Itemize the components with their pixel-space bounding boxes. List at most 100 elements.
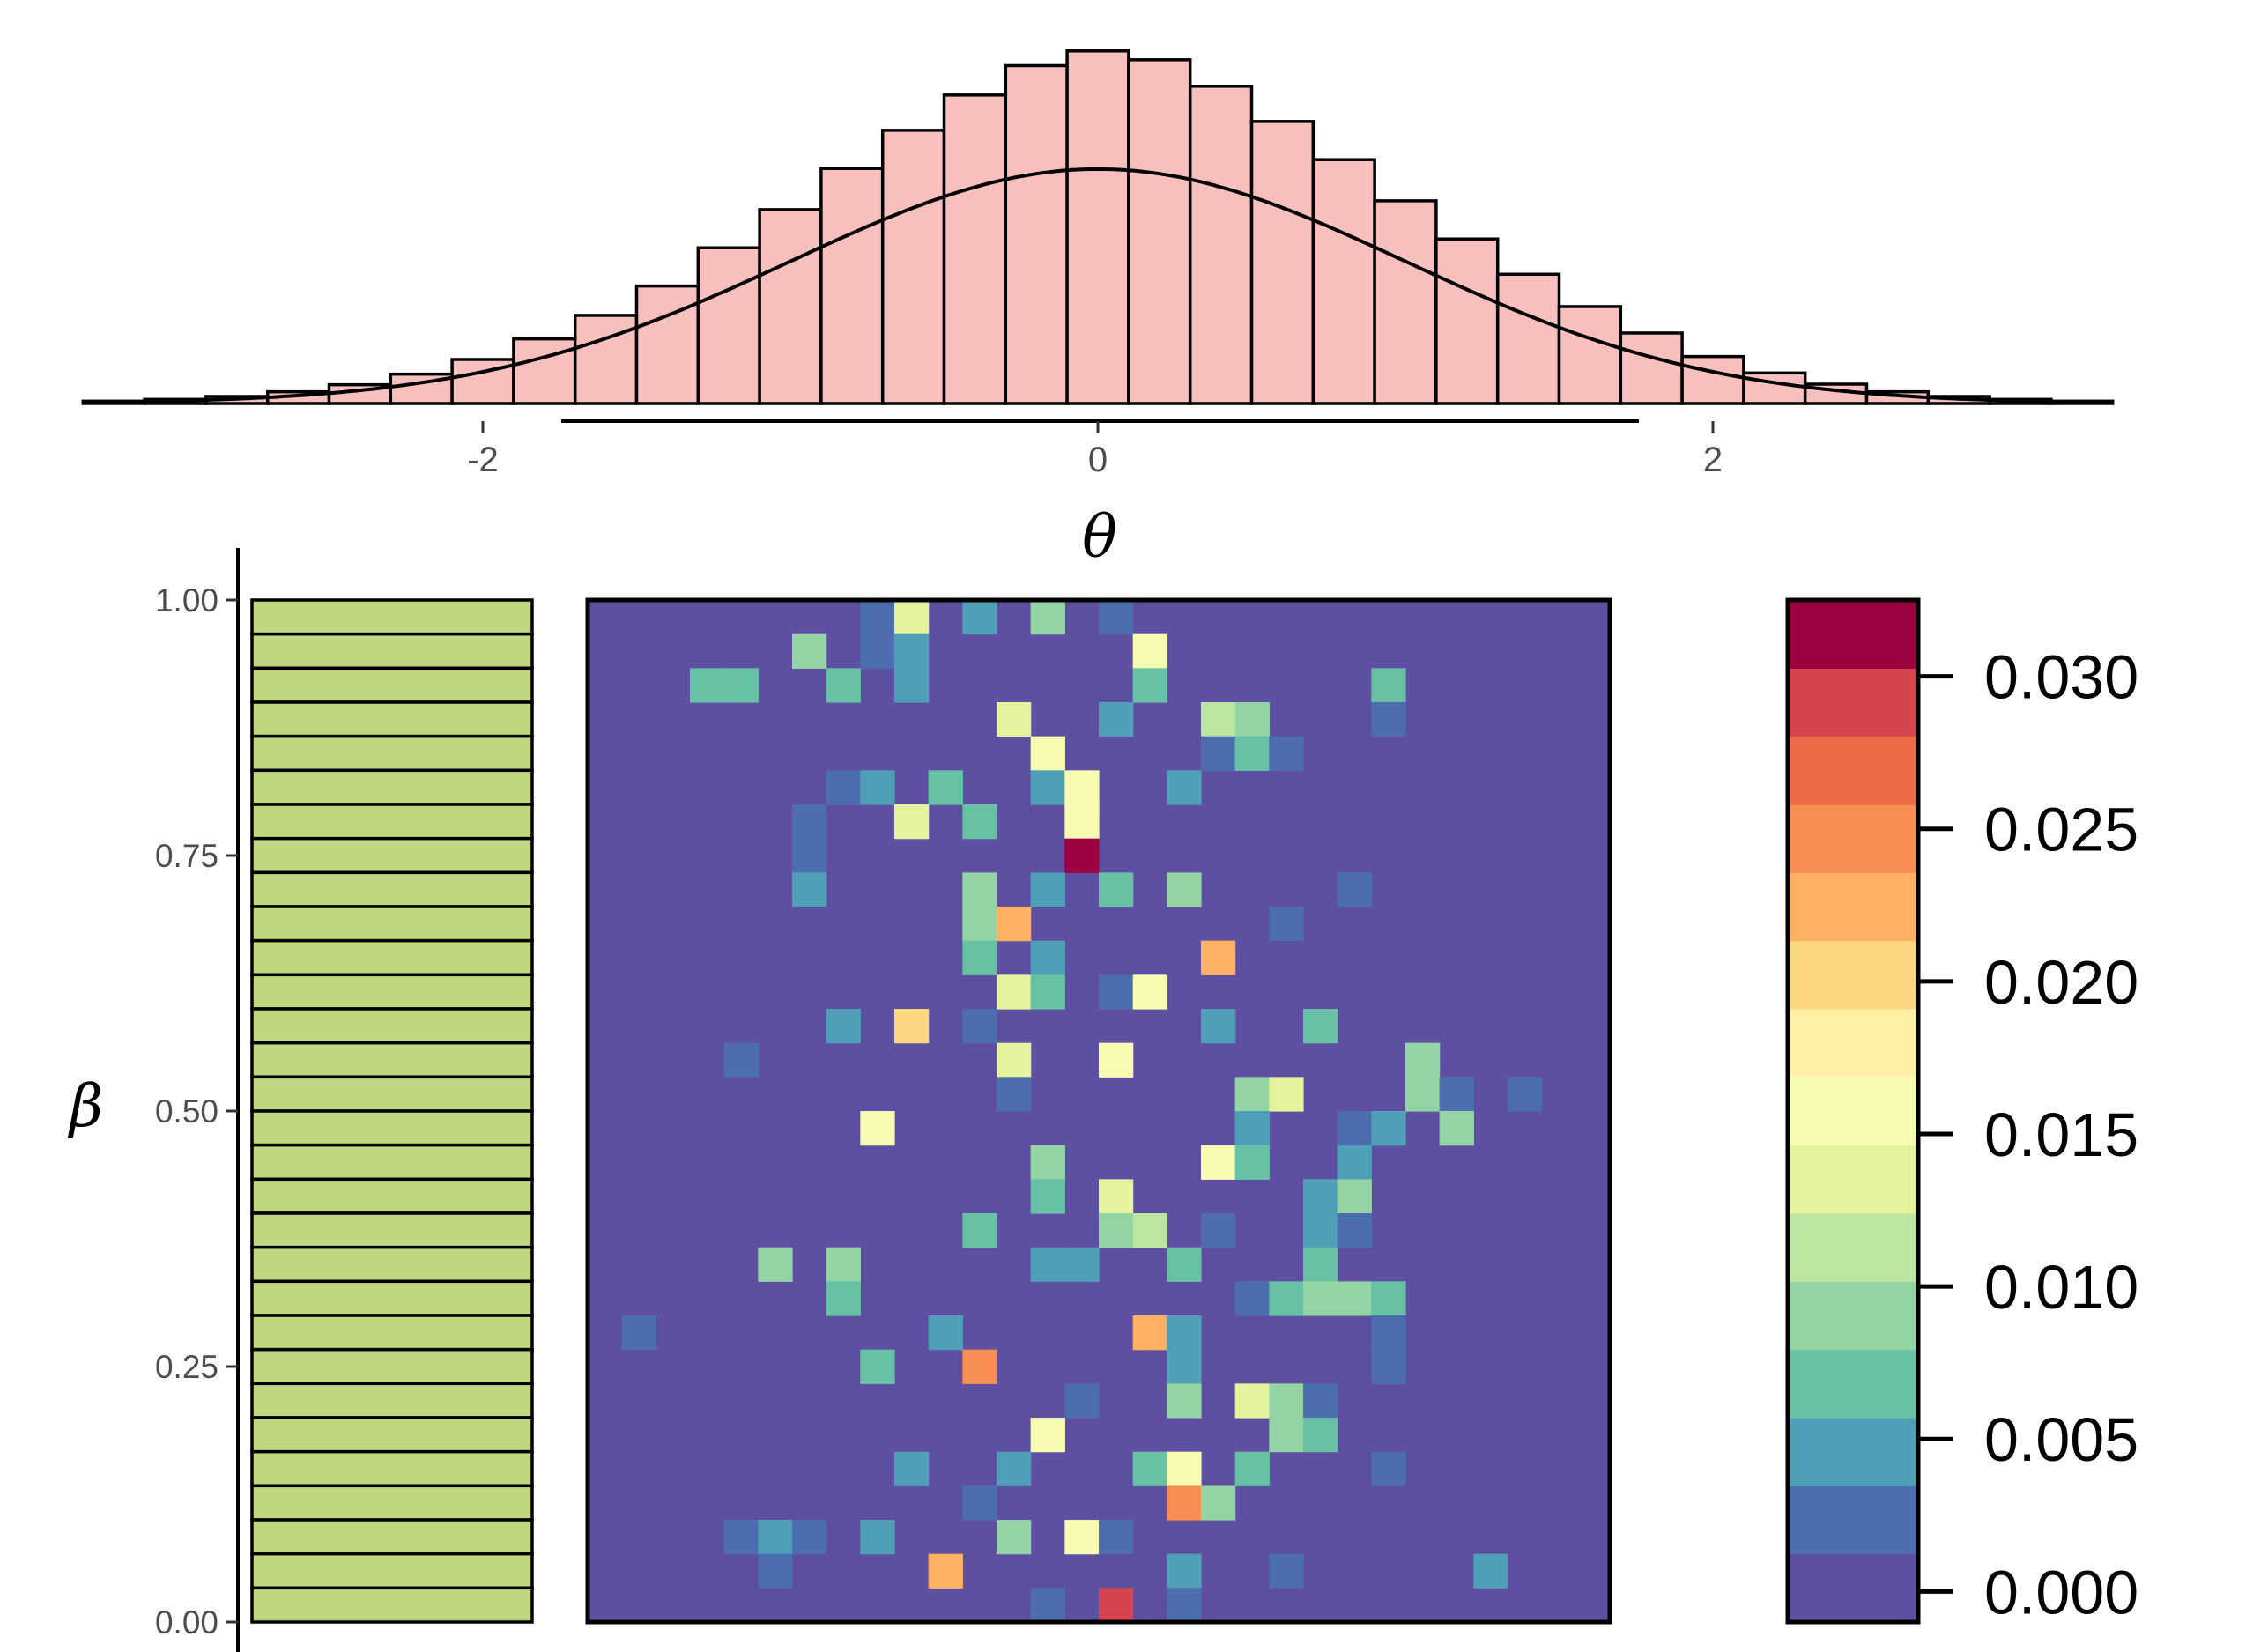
- heatmap-cell: [1064, 770, 1100, 805]
- colorbar-band: [1788, 600, 1918, 669]
- heatmap-cell: [1030, 1179, 1065, 1214]
- heatmap-cell: [1167, 1553, 1202, 1589]
- heatmap-cell: [860, 633, 895, 669]
- histogram-bar: [758, 208, 823, 405]
- beta-tick-label: 0.00: [155, 1604, 219, 1641]
- heatmap-cell: [1234, 1077, 1270, 1112]
- histogram-bar: [880, 129, 946, 405]
- heatmap-cell: [1167, 872, 1202, 907]
- heatmap-cell: [1234, 736, 1270, 771]
- beta-bar: [250, 905, 534, 943]
- heatmap-cell: [1303, 1247, 1338, 1282]
- beta-bar: [250, 1552, 534, 1590]
- heatmap-cell: [1234, 1383, 1270, 1419]
- heatmap-cell: [1201, 702, 1236, 737]
- heatmap-cell: [962, 804, 997, 840]
- heatmap-cell: [997, 974, 1032, 1010]
- heatmap-cell: [758, 1247, 793, 1282]
- heatmap-cell: [1303, 1383, 1338, 1419]
- beta-bar: [250, 1484, 534, 1522]
- heatmap-cell: [792, 1520, 827, 1555]
- histogram-bar: [819, 167, 885, 405]
- beta-bar: [250, 632, 534, 670]
- heatmap-cell: [792, 838, 827, 873]
- heatmap-cell: [1030, 974, 1065, 1010]
- heatmap-cell: [1099, 600, 1134, 635]
- beta-tick-label: 0.50: [155, 1093, 219, 1130]
- heatmap-cell: [1099, 872, 1134, 907]
- beta-bar: [250, 1109, 534, 1147]
- heatmap-cell: [860, 600, 895, 635]
- beta-bar: [250, 1177, 534, 1215]
- colorbar-band: [1788, 1418, 1918, 1486]
- heatmap-cell: [1508, 1077, 1543, 1112]
- beta-bar: [250, 1449, 534, 1488]
- beta-marginal-panel: 0.00 0.25 0.50 0.75 1.00 β: [67, 548, 534, 1652]
- heatmap-cell: [1234, 1451, 1270, 1486]
- heatmap-cell: [1167, 1588, 1202, 1623]
- heatmap-cell: [1030, 1418, 1065, 1453]
- heatmap-cell: [1303, 1009, 1338, 1044]
- histogram-bar: [573, 314, 639, 405]
- heatmap-cell: [1201, 940, 1236, 975]
- beta-bar: [250, 1586, 534, 1624]
- theta-tick-label: -2: [467, 441, 499, 479]
- heatmap-cell: [1030, 1145, 1065, 1180]
- heatmap-cell: [1167, 1451, 1202, 1486]
- heatmap-cell: [1132, 974, 1167, 1010]
- heatmap-cell: [1064, 838, 1100, 873]
- heatmap-cell: [826, 1247, 861, 1282]
- heatmap-cell: [826, 1281, 861, 1316]
- heatmap-cell: [1473, 1553, 1508, 1589]
- colorbar-tick-label: 0.015: [1984, 1100, 2138, 1169]
- heatmap-cell: [997, 1042, 1032, 1078]
- colorbar-band: [1788, 1281, 1918, 1351]
- heatmap-cell: [997, 702, 1032, 737]
- colorbar-band: [1788, 804, 1918, 873]
- heatmap-cell: [894, 1009, 930, 1044]
- histogram-bar: [1557, 305, 1623, 405]
- heatmap-cell: [894, 804, 930, 840]
- heatmap-cell: [962, 1213, 997, 1248]
- heatmap-cell: [1303, 1213, 1338, 1248]
- beta-bar: [250, 1347, 534, 1386]
- heatmap-cell: [1234, 1281, 1270, 1316]
- heatmap-cell: [1337, 1145, 1372, 1180]
- heatmap-cell: [621, 1315, 656, 1351]
- beta-bar: [250, 1382, 534, 1419]
- heatmap-cell: [1405, 1077, 1441, 1112]
- theta-tick-label: 2: [1703, 441, 1723, 479]
- histogram-bar: [1311, 158, 1376, 405]
- heatmap-cell: [928, 1315, 963, 1351]
- histogram-bar: [1249, 120, 1316, 405]
- heatmap-cell: [1234, 1111, 1270, 1146]
- histogram-bar: [1127, 58, 1192, 405]
- heatmap-cell: [1337, 1179, 1372, 1214]
- heatmap-cell: [1030, 736, 1065, 771]
- heatmap-cell: [894, 633, 930, 669]
- heatmap-cell: [1030, 1247, 1065, 1282]
- heatmap-cell: [1064, 1383, 1100, 1419]
- heatmap-cell: [1371, 1349, 1406, 1384]
- heatmap-cell: [1269, 1383, 1304, 1419]
- heatmap-cell: [1439, 1111, 1474, 1146]
- heatmap-cell: [894, 600, 930, 635]
- heatmap-cell: [1371, 1111, 1406, 1146]
- heatmap-cell: [997, 1520, 1032, 1555]
- beta-bar: [250, 734, 534, 773]
- heatmap-cell: [690, 668, 725, 703]
- beta-tick-label: 1.00: [155, 582, 219, 619]
- heatmap-cell: [1371, 702, 1406, 737]
- heatmap-cell: [962, 940, 997, 975]
- beta-bar: [250, 1007, 534, 1045]
- heatmap-cell: [860, 770, 895, 805]
- heatmap-cell: [826, 770, 861, 805]
- heatmap-cell: [860, 1111, 895, 1146]
- heatmap-cell: [928, 770, 963, 805]
- colorbar-tick-label: 0.020: [1984, 948, 2138, 1017]
- beta-tick-label: 0.75: [155, 838, 219, 874]
- heatmap-cell: [997, 1077, 1032, 1112]
- colorbar-band: [1788, 668, 1918, 737]
- beta-bar: [250, 1211, 534, 1249]
